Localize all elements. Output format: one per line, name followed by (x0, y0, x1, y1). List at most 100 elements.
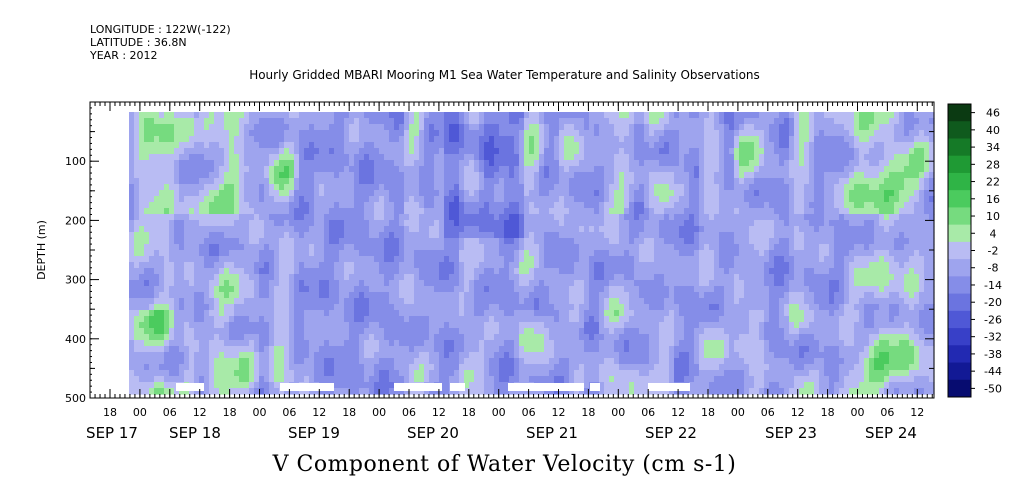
heatmap-cell (214, 376, 220, 383)
heatmap-cell (359, 160, 365, 167)
heatmap-cell (339, 172, 345, 179)
heatmap-cell (649, 142, 655, 149)
heatmap-cell (569, 346, 575, 353)
heatmap-cell (519, 376, 525, 383)
heatmap-cell (379, 166, 385, 173)
heatmap-cell (404, 142, 410, 149)
heatmap-cell (584, 118, 590, 125)
heatmap-cell (349, 322, 355, 329)
heatmap-cell (519, 142, 525, 149)
heatmap-cell (229, 160, 235, 167)
heatmap-cell (334, 160, 340, 167)
heatmap-cell (429, 196, 435, 203)
heatmap-cell (394, 358, 400, 365)
heatmap-cell (344, 376, 350, 383)
heatmap-cell (599, 226, 605, 233)
heatmap-cell (154, 304, 160, 311)
heatmap-cell (254, 328, 260, 335)
heatmap-cell (554, 328, 560, 335)
heatmap-cell (189, 190, 195, 197)
heatmap-cell (589, 214, 595, 221)
heatmap-cell (284, 334, 290, 341)
heatmap-cell (254, 322, 260, 329)
heatmap-cell (464, 316, 470, 323)
heatmap-cell (204, 382, 210, 389)
heatmap-cell (154, 322, 160, 329)
heatmap-cell (414, 334, 420, 341)
heatmap-cell (389, 190, 395, 197)
heatmap-cell (324, 202, 330, 209)
heatmap-cell (204, 298, 210, 305)
heatmap-cell (509, 322, 515, 329)
heatmap-cell (129, 178, 135, 185)
heatmap-cell (329, 208, 335, 215)
heatmap-cell (534, 172, 540, 179)
heatmap-cell (474, 196, 480, 203)
heatmap-cell (389, 304, 395, 311)
heatmap-cell (439, 202, 445, 209)
heatmap-cell (484, 130, 490, 137)
heatmap-cell (584, 388, 590, 395)
heatmap-cell (164, 172, 170, 179)
heatmap-cell (414, 124, 420, 131)
heatmap-cell (269, 364, 275, 371)
heatmap-cell (424, 136, 430, 143)
heatmap-cell (154, 274, 160, 281)
heatmap-cell (459, 244, 465, 251)
heatmap-cell (334, 136, 340, 143)
heatmap-cell (264, 238, 270, 245)
heatmap-cell (614, 352, 620, 359)
heatmap-cell (639, 382, 645, 389)
heatmap-cell (364, 352, 370, 359)
heatmap-cell (309, 130, 315, 137)
heatmap-cell (459, 352, 465, 359)
heatmap-cell (159, 286, 165, 293)
heatmap-cell (539, 334, 545, 341)
heatmap-cell (144, 112, 150, 119)
heatmap-cell (534, 142, 540, 149)
heatmap-cell (499, 268, 505, 275)
heatmap-cell (359, 268, 365, 275)
heatmap-cell (464, 280, 470, 287)
heatmap-cell (139, 202, 145, 209)
heatmap-cell (399, 166, 405, 173)
heatmap-cell (229, 184, 235, 191)
heatmap-cell (384, 262, 390, 269)
heatmap-cell (529, 280, 535, 287)
heatmap-cell (204, 214, 210, 221)
heatmap-cell (659, 148, 665, 155)
heatmap-cell (149, 148, 155, 155)
heatmap-cell (234, 256, 240, 263)
heatmap-cell (459, 328, 465, 335)
heatmap-cell (364, 286, 370, 293)
heatmap-cell (409, 340, 415, 347)
heatmap-cell (349, 244, 355, 251)
heatmap-cell (459, 310, 465, 317)
heatmap-cell (524, 274, 530, 281)
heatmap-cell (169, 148, 175, 155)
heatmap-cell (504, 178, 510, 185)
heatmap-cell (149, 256, 155, 263)
heatmap-cell (514, 232, 520, 239)
heatmap-cell (649, 178, 655, 185)
heatmap-cell (499, 358, 505, 365)
heatmap-cell (384, 226, 390, 233)
heatmap-cell (239, 310, 245, 317)
heatmap-cell (559, 292, 565, 299)
heatmap-cell (629, 184, 635, 191)
heatmap-cell (394, 316, 400, 323)
heatmap-cell (144, 142, 150, 149)
heatmap-cell (429, 136, 435, 143)
heatmap-cell (419, 304, 425, 311)
heatmap-cell (184, 226, 190, 233)
heatmap-cell (339, 154, 345, 161)
heatmap-cell (579, 376, 585, 383)
heatmap-cell (229, 262, 235, 269)
heatmap-cell (184, 286, 190, 293)
heatmap-cell (279, 184, 285, 191)
heatmap-cell (299, 256, 305, 263)
heatmap-cell (444, 238, 450, 245)
heatmap-cell (479, 322, 485, 329)
heatmap-cell (474, 244, 480, 251)
heatmap-cell (319, 238, 325, 245)
